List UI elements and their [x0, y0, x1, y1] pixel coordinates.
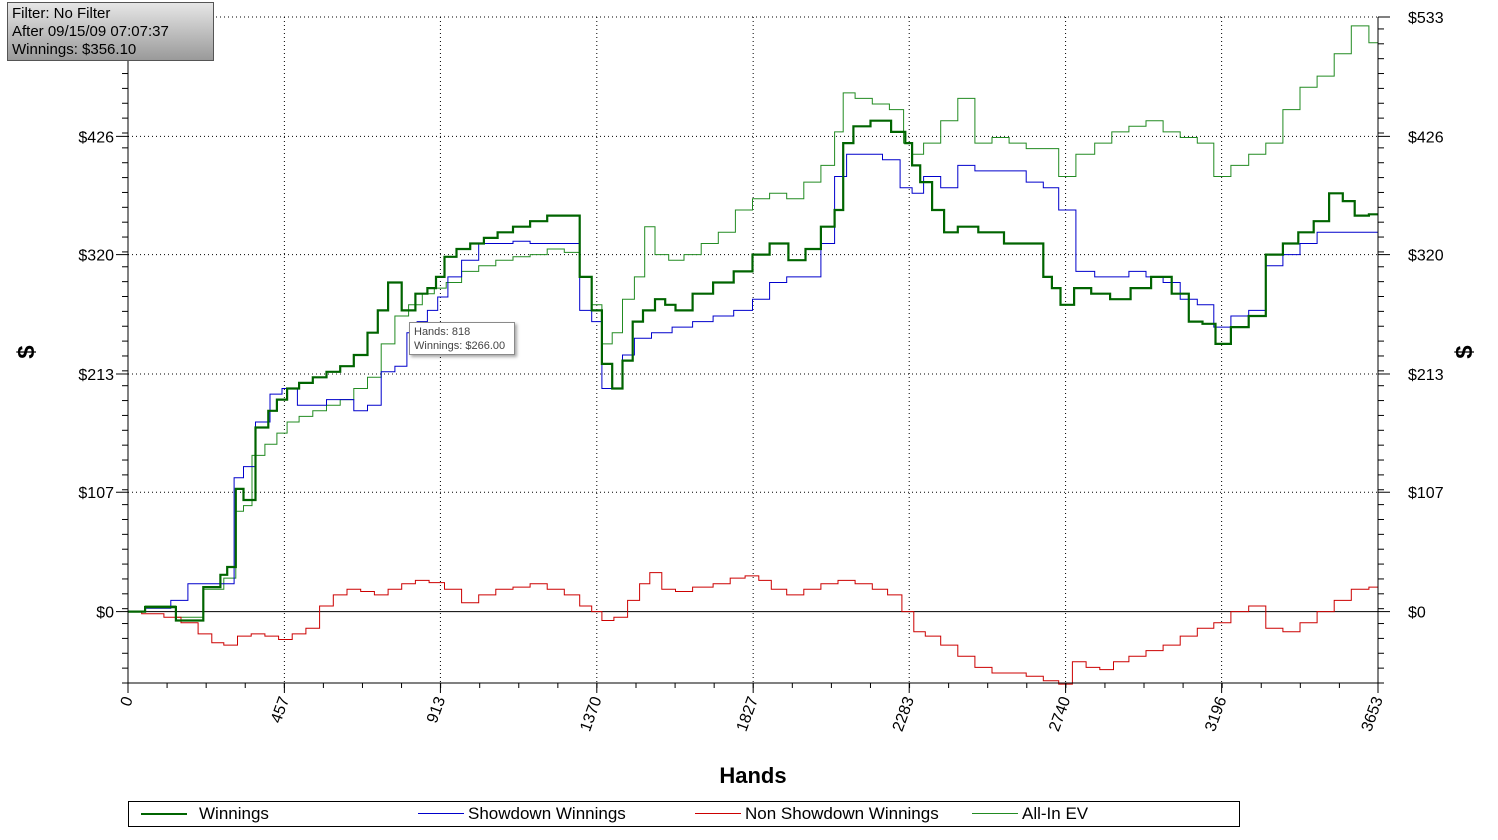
series-non-showdown-winnings	[128, 572, 1378, 685]
y-tick-label-right: $0	[1408, 605, 1426, 622]
tooltip-winnings: Winnings: $266.00	[414, 340, 506, 352]
legend-label: Non Showdown Winnings	[745, 804, 939, 823]
y-tick-label-right: $213	[1408, 367, 1444, 384]
series-all-in-ev	[128, 25, 1378, 618]
y-tick-label-right: $426	[1408, 129, 1444, 146]
y-tick-label-left: $320	[78, 248, 114, 265]
y-tick-label-left: $0	[96, 605, 114, 622]
y-axis-title-right: $	[1451, 345, 1478, 359]
tooltip-hands: Hands: 818	[414, 326, 471, 338]
axes: $0 $0 $107 $107 $213 $213 $320 $320 $426 $426 $533…	[78, 10, 1443, 734]
x-tick-label: 457	[268, 694, 293, 725]
filter-text: Filter: No Filter	[12, 5, 111, 22]
x-tick-label: 2283	[890, 694, 918, 733]
legend-swatch	[141, 813, 187, 815]
grid-lines	[128, 16, 1378, 683]
x-tick-label: 913	[424, 694, 449, 725]
winnings-total-text: Winnings: $356.10	[12, 41, 137, 58]
legend-swatch	[695, 813, 741, 814]
after-date-text: After 09/15/09 07:07:37	[12, 23, 169, 40]
y-tick-label-right: $320	[1408, 248, 1444, 265]
y-axis-title-left: $	[13, 345, 40, 359]
y-tick-label-left: $213	[78, 367, 114, 384]
legend-swatch	[418, 813, 464, 814]
series-winnings	[128, 119, 1378, 622]
y-tick-label-left: $107	[78, 485, 114, 502]
series-showdown-winnings	[128, 153, 1378, 613]
y-tick-label-left: $426	[78, 129, 114, 146]
y-tick-label-right: $107	[1408, 485, 1444, 502]
series-layer	[128, 25, 1378, 685]
x-tick-label: 1370	[577, 694, 605, 733]
legend-label: Showdown Winnings	[468, 804, 626, 823]
legend-label: Winnings	[199, 804, 269, 823]
hover-tooltip: Hands: 818 Winnings: $266.00	[409, 322, 515, 355]
y-tick-label-right: $533	[1408, 10, 1444, 27]
x-tick-label: 2740	[1046, 694, 1074, 733]
x-axis-title: Hands	[719, 763, 786, 788]
legend-swatch	[972, 813, 1018, 814]
legend-label: All-In EV	[1022, 804, 1089, 823]
x-tick-label: 3653	[1359, 694, 1387, 733]
filter-info-box: Filter: No Filter After 09/15/09 07:07:3…	[7, 2, 214, 61]
x-tick-label: 1827	[734, 694, 762, 733]
legend: Winnings Showdown Winnings Non Showdown …	[128, 801, 1240, 827]
x-tick-label: 3196	[1202, 694, 1230, 733]
x-tick-label: 0	[118, 694, 137, 708]
